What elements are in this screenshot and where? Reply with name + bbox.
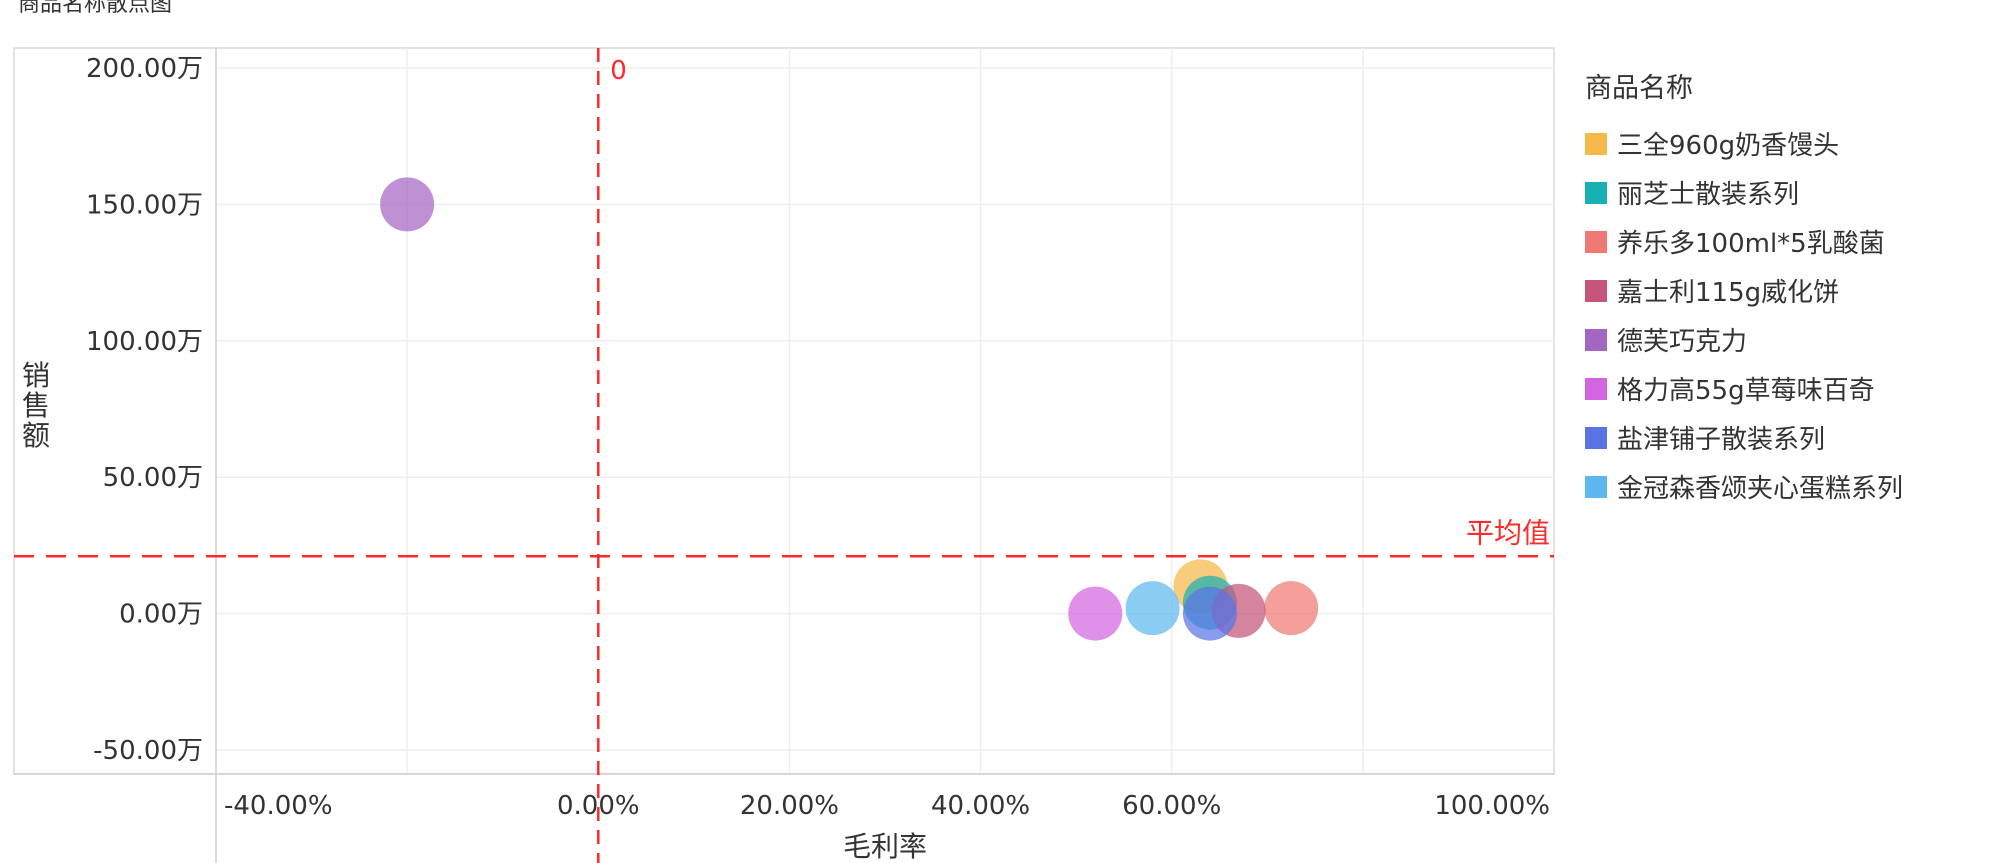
y-tick-label: 100.00万	[86, 327, 203, 357]
y-axis-label: 销售额	[22, 359, 50, 452]
axes	[14, 48, 1554, 863]
legend-items: 三全960g奶香馒头 丽芝士散装系列养乐多100ml*5乳酸菌 嘉士利115g威化饼…	[1585, 119, 1903, 511]
y-axis-label-char: 销	[22, 359, 50, 392]
x-tick-label: 20.00%	[740, 791, 839, 821]
chart-title: 商品名称散点图	[18, 0, 173, 17]
legend-swatch	[1585, 181, 1607, 204]
legend-swatch	[1585, 279, 1607, 302]
data-point[interactable]	[1264, 581, 1319, 636]
legend-label: 格力高55g草莓味百奇	[1617, 376, 1875, 406]
legend-swatch	[1585, 475, 1607, 498]
y-axis-label-char: 售	[22, 389, 50, 422]
legend-label: 丽芝士散装系列	[1617, 180, 1800, 210]
y-tick-labels: 200.00万 150.00万 100.00万 50.00万 0.00万 -50.00万	[86, 54, 203, 766]
legend-label: 盐津铺子散装系列	[1617, 425, 1826, 455]
y-tick-label: 150.00万	[86, 190, 203, 220]
x-tick-label: 100.00%	[1434, 791, 1550, 821]
y-tick-label: -50.00万	[93, 736, 203, 766]
reference-lines: 0 平均值	[14, 48, 1554, 863]
legend-item[interactable]: 盐津铺子散装系列	[1585, 413, 1903, 462]
y-axis-label-char: 额	[22, 419, 50, 452]
legend-item[interactable]: 三全960g奶香馒头	[1585, 119, 1903, 168]
legend-item[interactable]: 丽芝士散装系列	[1585, 168, 1903, 217]
legend-title: 商品名称	[1585, 73, 1693, 104]
legend-swatch	[1585, 377, 1607, 400]
x-tick-label: 40.00%	[931, 791, 1030, 821]
plot-frame	[13, 47, 1555, 775]
legend-swatch	[1585, 132, 1607, 155]
x-tick-labels: -40.00% 0.00% 20.00% 40.00% 60.00% 100.00%	[224, 791, 1550, 821]
legend-label: 三全960g奶香馒头	[1617, 131, 1840, 161]
x-axis-label: 毛利率	[843, 830, 927, 863]
legend-label: 德芙巧克力	[1617, 327, 1748, 357]
data-point[interactable]	[1125, 581, 1180, 636]
legend-item[interactable]: 嘉士利115g威化饼	[1585, 266, 1903, 315]
x-tick-label: -40.00%	[224, 791, 333, 821]
legend-item[interactable]: 德芙巧克力	[1585, 315, 1903, 364]
data-point[interactable]	[1068, 586, 1123, 641]
legend-label: 嘉士利115g威化饼	[1617, 278, 1840, 308]
data-points	[380, 177, 1319, 641]
legend-item[interactable]: 养乐多100ml*5乳酸菌	[1585, 217, 1903, 266]
zero-reference-label: 0	[610, 56, 627, 86]
average-reference-label: 平均值	[1466, 516, 1550, 549]
legend-swatch	[1585, 230, 1607, 253]
legend-swatch	[1585, 328, 1607, 351]
legend-swatch	[1585, 426, 1607, 449]
y-tick-label: 50.00万	[103, 463, 203, 493]
legend-item[interactable]: 金冠森香颂夹心蛋糕系列	[1585, 462, 1903, 511]
legend-item[interactable]: 格力高55g草莓味百奇	[1585, 364, 1903, 413]
gridlines	[216, 48, 1554, 774]
legend-label: 养乐多100ml*5乳酸菌	[1617, 229, 1885, 259]
data-point[interactable]	[380, 177, 435, 232]
legend: 商品名称 三全960g奶香馒头 丽芝士散装系列养乐多100ml*5乳酸菌 嘉士利11…	[1585, 66, 1903, 511]
x-tick-label: 60.00%	[1122, 791, 1221, 821]
y-tick-label: 200.00万	[86, 54, 203, 84]
scatter-chart: -40.00% 0.00% 20.00% 40.00% 60.00% 100.00% 20…	[13, 47, 1555, 863]
data-point[interactable]	[1182, 586, 1237, 641]
y-tick-label: 0.00万	[119, 600, 203, 630]
legend-label: 金冠森香颂夹心蛋糕系列	[1617, 474, 1904, 504]
